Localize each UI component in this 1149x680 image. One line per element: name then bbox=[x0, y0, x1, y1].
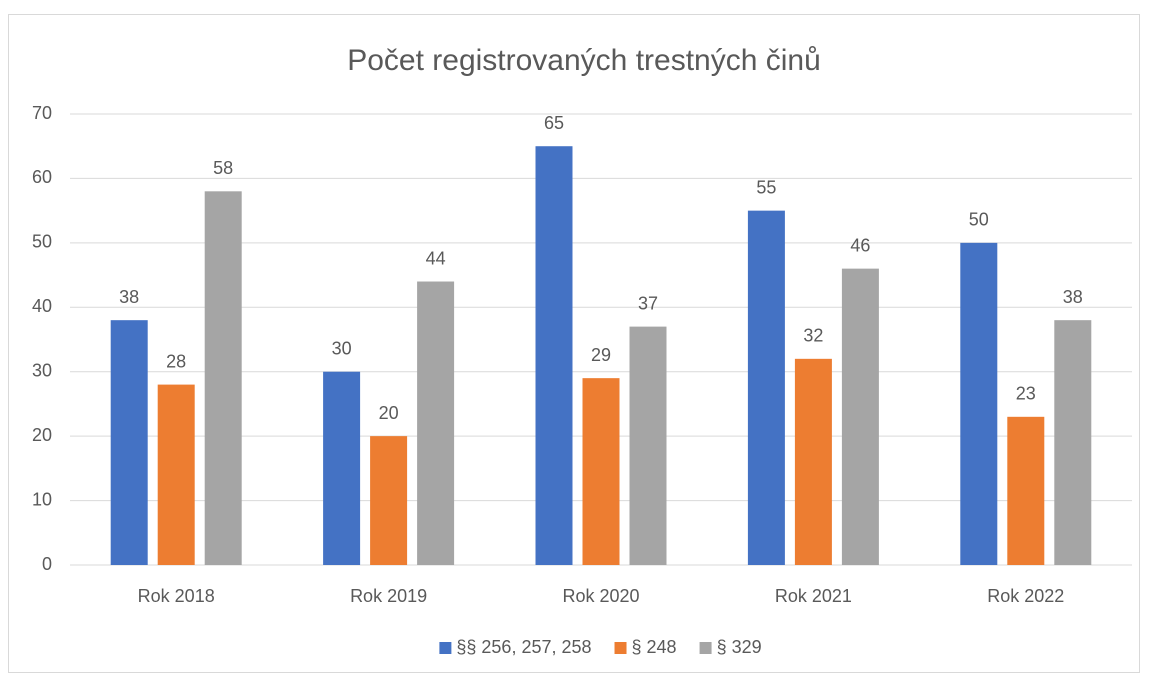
bar bbox=[110, 320, 148, 565]
legend-label: §§ 256, 257, 258 bbox=[456, 637, 591, 657]
bar bbox=[841, 268, 879, 565]
data-label: 28 bbox=[166, 351, 186, 371]
data-label: 58 bbox=[213, 158, 233, 178]
y-tick-label: 10 bbox=[32, 489, 52, 509]
y-tick-label: 20 bbox=[32, 425, 52, 445]
legend-swatch bbox=[699, 642, 712, 654]
x-tick-label: Rok 2021 bbox=[775, 586, 852, 606]
data-label: 23 bbox=[1016, 384, 1036, 404]
bar bbox=[960, 242, 998, 565]
bar bbox=[582, 378, 620, 565]
data-label: 38 bbox=[1063, 287, 1083, 307]
bar bbox=[157, 384, 195, 565]
chart-title: Počet registrovaných trestných činů bbox=[347, 44, 821, 77]
data-label: 50 bbox=[969, 210, 989, 230]
legend-swatch bbox=[614, 642, 627, 654]
legend-label: § 248 bbox=[632, 637, 677, 657]
y-tick-label: 40 bbox=[32, 296, 52, 316]
bar bbox=[417, 281, 455, 565]
legend-label: § 329 bbox=[717, 637, 762, 657]
data-label: 44 bbox=[426, 248, 446, 268]
bar bbox=[629, 326, 667, 565]
y-tick-label: 0 bbox=[42, 554, 52, 574]
data-label: 65 bbox=[544, 113, 564, 133]
data-label: 46 bbox=[850, 235, 870, 255]
data-label: 29 bbox=[591, 345, 611, 365]
bar bbox=[535, 146, 573, 565]
data-label: 37 bbox=[638, 293, 658, 313]
data-label: 38 bbox=[119, 287, 139, 307]
y-tick-label: 70 bbox=[32, 103, 52, 123]
y-tick-label: 50 bbox=[32, 232, 52, 252]
legend-swatch bbox=[439, 642, 452, 654]
data-label: 32 bbox=[803, 326, 823, 346]
x-tick-label: Rok 2022 bbox=[987, 586, 1064, 606]
data-label: 55 bbox=[756, 177, 776, 197]
bar bbox=[794, 358, 832, 565]
x-tick-label: Rok 2020 bbox=[562, 586, 639, 606]
y-tick-label: 60 bbox=[32, 167, 52, 187]
x-tick-label: Rok 2018 bbox=[138, 586, 215, 606]
bar bbox=[204, 191, 242, 566]
bar bbox=[370, 436, 408, 565]
chart-border bbox=[8, 14, 1140, 673]
x-tick-label: Rok 2019 bbox=[350, 586, 427, 606]
data-label: 20 bbox=[379, 403, 399, 423]
bar bbox=[323, 371, 361, 565]
y-tick-label: 30 bbox=[32, 360, 52, 380]
bar bbox=[1054, 320, 1092, 565]
bar bbox=[1007, 416, 1045, 565]
bar bbox=[747, 210, 785, 565]
data-label: 30 bbox=[332, 338, 352, 358]
